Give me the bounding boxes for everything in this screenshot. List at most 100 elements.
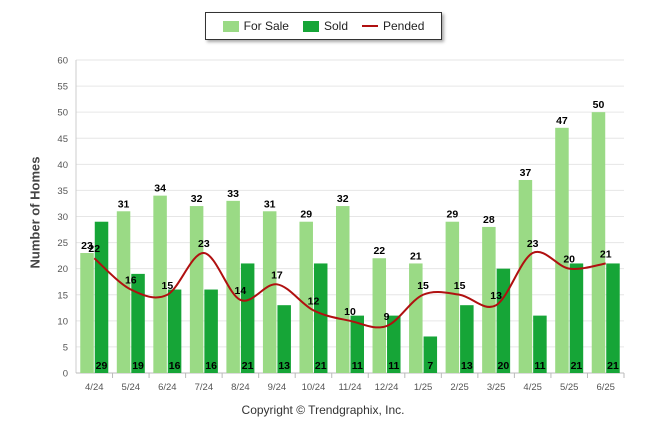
x-tick-label: 5/25: [560, 382, 579, 393]
x-tick-label: 10/24: [302, 382, 326, 393]
legend-item-for-sale[interactable]: For Sale: [222, 19, 289, 33]
bar-sold: [131, 273, 145, 373]
data-label-pended: 13: [490, 290, 502, 302]
data-label-pended: 15: [161, 280, 173, 292]
bar-sold: [460, 305, 474, 373]
data-label-for-sale: 29: [300, 209, 312, 221]
bar-for-sale: [482, 226, 496, 373]
legend-swatch-pended: [362, 25, 378, 27]
data-label-pended: 15: [454, 280, 466, 292]
x-tick-label: 11/24: [338, 382, 361, 393]
data-label-pended: 16: [125, 275, 137, 287]
y-tick-label: 50: [57, 108, 68, 119]
data-label-sold: 19: [132, 360, 144, 372]
bar-for-sale: [189, 206, 204, 373]
data-label-pended: 23: [198, 238, 210, 250]
data-label-for-sale: 29: [447, 209, 459, 221]
x-tick-label: 3/25: [487, 382, 506, 393]
line-pended: [93, 250, 606, 329]
x-tick-label: 2/25: [450, 382, 469, 393]
bar-for-sale: [116, 211, 131, 373]
y-tick-label: 25: [57, 238, 68, 249]
y-tick-label: 55: [57, 82, 68, 93]
bar-for-sale: [336, 206, 350, 373]
data-label-for-sale: 31: [264, 198, 276, 210]
data-label-sold: 16: [205, 360, 217, 372]
copyright-text: Copyright © Trendgraphix, Inc.: [241, 403, 405, 417]
data-label-sold: 11: [534, 360, 545, 372]
y-tick-label: 45: [57, 134, 68, 145]
x-tick-label: 4/25: [523, 382, 542, 393]
data-label-for-sale: 22: [373, 245, 385, 257]
x-tick-label: 6/25: [596, 382, 615, 393]
data-label-pended: 12: [308, 295, 320, 307]
data-label-sold: 7: [427, 360, 433, 372]
x-tick-label: 8/24: [231, 382, 250, 393]
y-axis-label: Number of Homes: [27, 156, 43, 269]
data-label-pended: 20: [563, 254, 575, 266]
y-tick-label: 15: [57, 290, 68, 301]
data-label-for-sale: 47: [556, 115, 568, 127]
data-label-pended: 9: [384, 311, 390, 323]
bar-sold: [277, 305, 291, 373]
bar-sold: [204, 289, 218, 373]
y-tick-label: 35: [57, 186, 68, 197]
x-tick-label: 6/24: [158, 382, 177, 393]
data-label-sold: 11: [352, 360, 363, 372]
bar-for-sale: [153, 195, 167, 373]
data-label-for-sale: 21: [410, 250, 422, 262]
x-tick-label: 4/24: [85, 382, 104, 393]
data-label-sold: 21: [242, 360, 254, 372]
bar-sold: [350, 315, 364, 373]
bar-sold: [167, 289, 182, 373]
data-label-sold: 21: [315, 360, 327, 372]
bar-sold: [606, 263, 620, 373]
y-tick-label: 40: [57, 160, 68, 171]
bar-sold: [240, 263, 255, 373]
legend-label-for-sale: For Sale: [243, 19, 289, 33]
bar-for-sale: [409, 263, 423, 373]
data-label-for-sale: 50: [593, 99, 605, 111]
data-label-for-sale: 31: [118, 198, 130, 210]
bar-for-sale: [262, 211, 277, 373]
x-tick-label: 7/24: [195, 382, 214, 393]
bar-sold: [569, 263, 584, 373]
data-label-pended: 21: [600, 248, 612, 260]
data-label-sold: 29: [96, 360, 108, 372]
y-tick-label: 30: [57, 212, 68, 223]
legend-swatch-sold: [302, 20, 319, 32]
data-label-sold: 21: [571, 360, 583, 372]
y-tick-label: 60: [57, 56, 68, 67]
data-label-for-sale: 32: [191, 193, 203, 205]
bar-sold: [94, 221, 109, 373]
legend-item-pended[interactable]: Pended: [362, 19, 424, 33]
bar-for-sale: [518, 179, 533, 373]
bar-for-sale: [555, 127, 569, 373]
bar-sold: [496, 268, 511, 373]
bar-sold: [533, 315, 547, 373]
data-label-pended: 15: [417, 280, 429, 292]
data-label-for-sale: 34: [154, 183, 166, 195]
y-tick-label: 5: [63, 342, 68, 353]
data-label-sold: 13: [461, 360, 473, 372]
x-tick-label: 5/24: [122, 382, 141, 393]
data-label-sold: 16: [169, 360, 181, 372]
data-label-pended: 23: [527, 238, 539, 250]
bar-for-sale: [80, 253, 94, 373]
bar-for-sale: [299, 221, 313, 373]
bar-sold: [313, 263, 328, 373]
x-tick-label: 9/24: [268, 382, 287, 393]
data-label-for-sale: 33: [227, 188, 239, 200]
data-label-sold: 11: [388, 360, 399, 372]
bar-sold: [423, 336, 438, 373]
y-tick-label: 0: [63, 369, 68, 380]
y-tick-label: 20: [57, 264, 68, 275]
legend-item-sold[interactable]: Sold: [302, 19, 348, 33]
x-tick-label: 1/25: [414, 382, 433, 393]
data-label-pended: 10: [344, 306, 356, 318]
bar-for-sale: [226, 200, 240, 373]
chart-legend: For Sale Sold Pended: [205, 12, 442, 40]
legend-swatch-for-sale: [222, 20, 239, 32]
bar-for-sale: [445, 221, 460, 373]
